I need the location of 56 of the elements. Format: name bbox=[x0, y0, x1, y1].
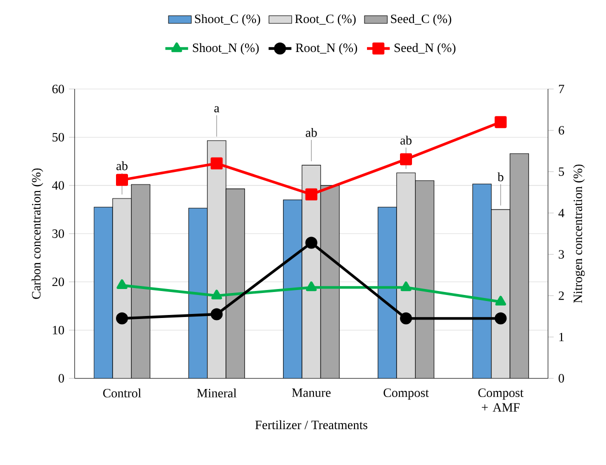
annotation: b bbox=[498, 172, 504, 182]
annotation: ab bbox=[400, 136, 412, 145]
y2-tick-label: 4 bbox=[558, 208, 564, 218]
point bbox=[494, 312, 507, 324]
legend-label: Seed_N (%) bbox=[394, 43, 456, 55]
point bbox=[210, 157, 223, 170]
y2-tick-label: 5 bbox=[558, 167, 564, 176]
bar bbox=[491, 209, 510, 378]
x-tick-label: Mineral bbox=[196, 388, 236, 398]
y2-tick-label: 3 bbox=[558, 250, 564, 259]
bar bbox=[510, 153, 529, 378]
y2-tick-label: 1 bbox=[559, 332, 564, 342]
annotation: ab bbox=[116, 161, 128, 170]
bar bbox=[131, 184, 150, 378]
point bbox=[116, 174, 128, 186]
point bbox=[211, 290, 222, 300]
y2-tick-label: 2 bbox=[558, 291, 564, 300]
bar bbox=[226, 188, 245, 378]
legend-label: Shoot_N (%) bbox=[192, 43, 259, 55]
point bbox=[495, 296, 506, 306]
x-tick-label: Compost + AMF bbox=[478, 388, 524, 412]
annotation: a bbox=[214, 106, 220, 112]
point bbox=[305, 236, 318, 249]
point bbox=[210, 308, 223, 320]
y2-axis-title: Nitrogen concentration (%) bbox=[573, 164, 585, 303]
annotation: ab bbox=[306, 128, 317, 137]
y-tick-label: 50 bbox=[52, 132, 64, 142]
legend-label: Shoot_C (%) bbox=[195, 14, 260, 26]
point bbox=[306, 281, 317, 292]
y-tick-label: 30 bbox=[52, 229, 64, 238]
y-axis-title: Carbon concentration (%) bbox=[32, 168, 44, 299]
y2-tick-label: 6 bbox=[558, 126, 564, 135]
y-tick-label: 20 bbox=[52, 278, 64, 286]
legend-label: Root_C (%) bbox=[295, 14, 356, 26]
y-tick-label: 0 bbox=[58, 374, 64, 383]
y-tick-label: 60 bbox=[52, 84, 64, 94]
point bbox=[116, 312, 128, 324]
y2-tick-label: 0 bbox=[558, 374, 564, 383]
y-tick-label: 40 bbox=[52, 181, 64, 190]
legend-label: Root_N (%) bbox=[296, 43, 358, 55]
point bbox=[400, 153, 412, 166]
bar bbox=[112, 198, 132, 378]
x-axis-title: Fertilizer / Treatments bbox=[255, 420, 368, 430]
x-tick-label: Compost bbox=[384, 388, 429, 400]
bar bbox=[415, 180, 434, 378]
y-tick-label: 10 bbox=[52, 326, 64, 334]
point bbox=[400, 281, 412, 292]
legend-label: Seed_C (%) bbox=[391, 14, 452, 26]
point bbox=[494, 116, 507, 128]
x-tick-label: Manure bbox=[292, 388, 331, 397]
point bbox=[305, 188, 318, 200]
bar bbox=[320, 185, 340, 378]
y2-tick-label: 7 bbox=[559, 84, 564, 94]
point bbox=[116, 279, 128, 289]
point bbox=[400, 312, 412, 324]
x-tick-label: Control bbox=[103, 388, 142, 398]
